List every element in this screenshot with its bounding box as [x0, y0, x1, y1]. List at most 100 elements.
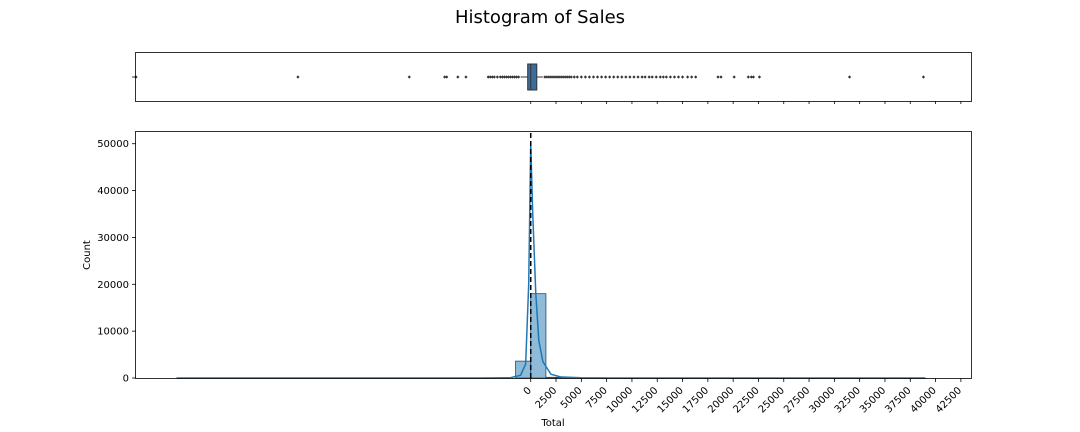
boxplot-outlier [407, 75, 411, 79]
boxplot-outlier [567, 75, 571, 79]
x-tick-label: 25000 [757, 385, 787, 415]
x-tick-label: 5000 [559, 385, 585, 411]
x-tick-label: 17500 [681, 385, 711, 415]
boxplot-outlier [555, 75, 559, 79]
boxplot-outlier [569, 75, 573, 79]
boxplot-outlier [551, 75, 555, 79]
boxplot-outlier [746, 75, 750, 79]
boxplot-outlier [516, 75, 521, 79]
histogram-panel: 0 2500 5000 7500100001250015000175002000022… [97, 131, 972, 415]
boxplot-outlier [628, 75, 632, 79]
boxplot-outlier [647, 75, 651, 79]
x-tick-label: 37500 [883, 385, 913, 415]
x-tick-label: 40000 [909, 385, 939, 415]
x-tick-label: 27500 [782, 385, 812, 415]
boxplot-panel [132, 52, 972, 104]
boxplot-outlier [492, 75, 496, 79]
x-tick-label: 10000 [605, 385, 635, 415]
x-tick-label: 20000 [706, 385, 736, 415]
boxplot-outlier [668, 75, 672, 79]
boxplot-outlier [557, 75, 561, 79]
boxplot-outlier [672, 75, 677, 79]
x-tick-label: 30000 [807, 385, 837, 415]
boxplot-outlier [716, 75, 720, 79]
histogram-bar [545, 376, 562, 379]
x-axis-label: Total [540, 418, 564, 429]
boxplot-outlier [643, 75, 647, 79]
x-tick-label: 42500 [934, 385, 964, 415]
boxplot-outlier [694, 75, 698, 79]
boxplot-outlier [575, 75, 579, 79]
boxplot-outlier [543, 75, 547, 79]
boxplot-frame [135, 52, 972, 102]
boxplot-outlier [563, 75, 567, 79]
boxplot-outlier [595, 75, 600, 79]
boxplot-outlier [498, 75, 502, 79]
x-tick-label: 35000 [858, 385, 888, 415]
x-tick-label: 0 [522, 385, 534, 397]
boxplot-outlier [583, 75, 587, 79]
boxplot-outlier [921, 75, 926, 79]
y-tick-label: 30000 [97, 233, 129, 244]
boxplot-outlier [661, 75, 665, 79]
boxplot-outlier [512, 75, 517, 79]
x-tick-label: 32500 [833, 385, 863, 415]
boxplot-outlier [510, 75, 515, 79]
x-tick-label: 12500 [630, 385, 660, 415]
kde-curve [176, 143, 926, 379]
boxplot-box [527, 63, 538, 91]
boxplot-outlier [561, 75, 565, 79]
boxplot-outlier [565, 75, 569, 79]
boxplot-outlier [502, 75, 507, 79]
y-axis-label: Count [82, 240, 93, 270]
boxplot-outlier [636, 75, 640, 79]
boxplot-outlier [553, 75, 557, 79]
boxplot-body [520, 63, 543, 91]
boxplot-outlier [587, 75, 592, 79]
boxplot-outlier [749, 75, 753, 79]
boxplot-outlier [591, 75, 596, 79]
chart-title: Histogram of Sales [455, 7, 625, 28]
boxplot-outlier [640, 75, 644, 79]
y-tick-label: 10000 [97, 327, 129, 338]
boxplot-outlier [624, 75, 628, 79]
x-tick-label: 22500 [731, 385, 761, 415]
boxplot-outlier [488, 75, 492, 79]
boxplot-outlier [719, 75, 723, 79]
y-tick-label: 40000 [97, 186, 129, 197]
y-tick-label: 50000 [97, 139, 129, 150]
boxplot-outlier [654, 75, 658, 79]
boxplot-outlier [445, 75, 449, 79]
boxplot-outlier [751, 75, 755, 79]
boxplot-outlier [847, 75, 852, 79]
boxplot-outlier [690, 75, 694, 79]
boxplot-outlier [508, 75, 513, 79]
boxplot-outlier [456, 75, 460, 79]
boxplot-outlier [572, 75, 576, 79]
boxplot-outlier [506, 75, 511, 79]
boxplot-outlier [650, 75, 654, 79]
boxplot-ticks [132, 76, 962, 104]
boxplot-outlier [296, 75, 300, 79]
boxplot-outlier [664, 75, 668, 79]
boxplot-outlier [547, 75, 551, 79]
boxplot-outlier [559, 75, 563, 79]
boxplot-outlier [549, 75, 553, 79]
boxplot-outlier [545, 75, 549, 79]
boxplot-outlier [514, 75, 519, 79]
boxplot-outlier [616, 75, 620, 79]
y-tick-label: 20000 [97, 280, 129, 291]
x-tick-label: 2500 [534, 385, 560, 411]
x-tick-label: 15000 [656, 385, 686, 415]
boxplot-outlier [676, 75, 681, 79]
boxplot-outlier [579, 75, 583, 79]
boxplot-outlier [604, 75, 608, 79]
boxplot-outlier [500, 75, 504, 79]
boxplot-outlier [680, 75, 685, 79]
boxplot-outlier [620, 75, 624, 79]
boxplot-outlier [599, 75, 604, 79]
boxplot-outlier [504, 75, 509, 79]
boxplot-outlier [608, 75, 612, 79]
x-axis-ticks: 0 2500 5000 7500100001250015000175002000022… [522, 378, 964, 415]
